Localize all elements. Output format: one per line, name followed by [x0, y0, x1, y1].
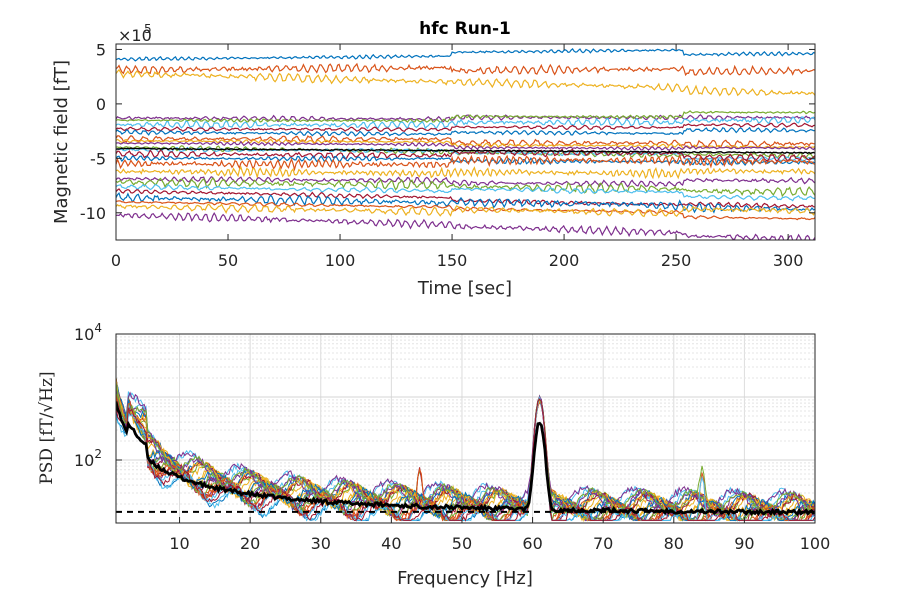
psd-plot-xlabel: Frequency [Hz]: [397, 568, 533, 589]
psd-ytick-label: 102: [74, 447, 102, 470]
time-series-line: [116, 148, 815, 162]
time-series-line: [116, 145, 815, 159]
psd-xtick-label: 20: [240, 534, 260, 553]
time-series-line: [116, 177, 815, 198]
psd-xtick-label: 60: [522, 534, 542, 553]
time-xtick-label: 250: [661, 251, 692, 270]
y-exponent-base: ×10: [118, 26, 152, 45]
psd-series-line: [116, 378, 815, 520]
psd-ylabel-text: PSD [fT/√Hz]: [37, 371, 57, 484]
time-series-line: [116, 203, 815, 218]
time-series-line: [116, 140, 815, 152]
psd-xtick-label: 10: [169, 534, 189, 553]
time-xtick-label: 300: [773, 251, 804, 270]
time-series-line: [116, 134, 815, 149]
time-series-line: [116, 183, 815, 202]
time-series-line: [116, 122, 815, 132]
psd-ytick-exponent: 2: [94, 447, 102, 461]
psd-ytick-label: 104: [74, 321, 102, 344]
psd-ytick-base: 10: [74, 451, 94, 470]
psd-xtick-label: 80: [664, 534, 684, 553]
psd-xtick-label: 40: [381, 534, 401, 553]
time-series-line: [116, 126, 815, 137]
time-series-line: [116, 175, 815, 188]
psd-xtick-label: 100: [800, 534, 831, 553]
time-plot-exponent: ×10 5: [118, 22, 152, 45]
time-series-line: [116, 116, 815, 130]
time-xtick-label: 200: [549, 251, 580, 270]
time-plot-xlabel: Time [sec]: [417, 278, 512, 299]
time-plot-frame: [115, 43, 816, 241]
time-series-line: [116, 48, 815, 62]
psd-plot-frame: [115, 333, 816, 524]
psd-xtick-label: 90: [734, 534, 754, 553]
psd-xtick-label: 70: [593, 534, 613, 553]
y-exponent-power: 5: [144, 22, 152, 36]
time-ytick-label: -5: [90, 149, 106, 168]
psd-plot-ylabel: PSD [fT/√Hz]: [37, 371, 57, 484]
time-xtick-label: 0: [111, 251, 121, 270]
psd-ytick-base: 10: [74, 325, 94, 344]
time-series-line: [116, 165, 815, 180]
psd-series-line: [116, 382, 815, 517]
time-series-line: [116, 68, 815, 97]
time-plot-ylabel: Magnetic field [fT]: [51, 60, 72, 224]
time-series-line: [116, 191, 815, 214]
time-plot-title: hfc Run-1: [419, 19, 511, 39]
psd-mean-line: [116, 401, 815, 517]
time-ytick-label: -10: [80, 204, 106, 223]
time-xtick-label: 50: [218, 251, 238, 270]
time-series-line: [116, 62, 815, 77]
time-series-line: [116, 110, 815, 124]
time-series-line: [116, 153, 815, 172]
psd-series-line: [116, 398, 815, 522]
time-xtick-label: 100: [325, 251, 356, 270]
time-ytick-label: 0: [96, 95, 106, 114]
psd-ytick-exponent: 4: [94, 321, 102, 335]
time-series-plot: hfc Run-1 ×10 5 0 50 100 150 200 250 300 50-5-…: [51, 19, 816, 299]
psd-xtick-label: 50: [452, 534, 472, 553]
time-xtick-label: 150: [437, 251, 468, 270]
time-ytick-label: 5: [96, 40, 106, 59]
time-series-mean-line: [116, 147, 815, 155]
time-series-line: [116, 212, 815, 240]
psd-xtick-label: 30: [311, 534, 331, 553]
